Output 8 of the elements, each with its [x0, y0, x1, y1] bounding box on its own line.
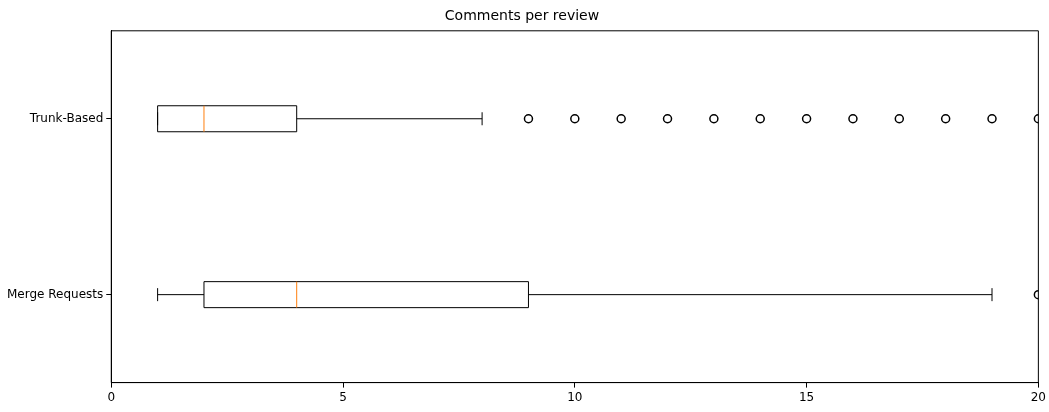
x-tick-label: 20: [1030, 389, 1047, 404]
x-tick-label: 10: [567, 389, 583, 404]
chart-title: Comments per review: [444, 7, 600, 24]
y-tick-label: Merge Requests: [6, 286, 104, 301]
y-tick-label: Trunk-Based: [28, 110, 104, 125]
x-tick-label: 15: [798, 389, 815, 404]
x-tick-label: 5: [339, 389, 347, 404]
x-tick-label: 0: [107, 389, 116, 404]
